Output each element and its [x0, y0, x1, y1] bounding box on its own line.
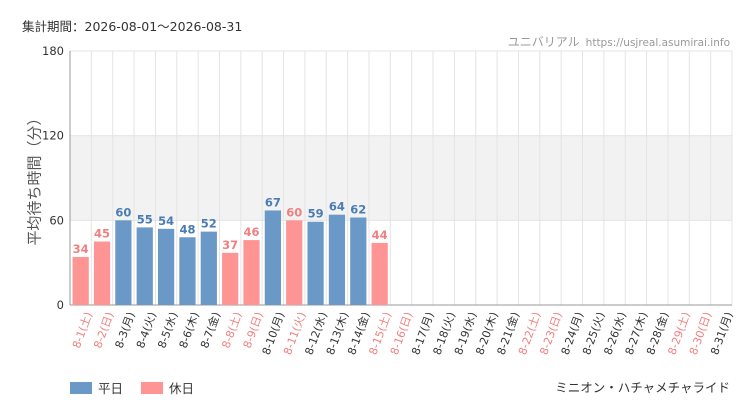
legend-swatch-weekday [70, 381, 92, 394]
bar [179, 237, 196, 305]
legend-label-holiday: 休日 [169, 381, 195, 396]
source-credit: ユニバリアル https://usjreal.asumirai.info [508, 33, 730, 50]
data-label: 54 [158, 214, 174, 228]
bar [72, 257, 89, 305]
data-label: 34 [73, 242, 89, 256]
bar [371, 242, 388, 305]
bar [157, 228, 175, 305]
data-label: 60 [286, 205, 302, 219]
bar [350, 217, 367, 305]
data-label: 60 [115, 205, 131, 219]
data-label: 37 [222, 238, 238, 252]
data-label: 52 [201, 217, 217, 231]
legend-item-weekday: 平日 [70, 378, 123, 397]
data-label: 67 [265, 195, 281, 209]
legend-label-weekday: 平日 [98, 381, 124, 396]
bar [328, 214, 346, 305]
y-tick-label: 180 [42, 44, 64, 58]
data-label: 45 [94, 227, 110, 241]
y-tick-label: 0 [57, 298, 64, 312]
legend-swatch-holiday [141, 381, 164, 394]
bar [243, 240, 260, 305]
bar [222, 252, 239, 305]
legend: 平日 休日 [70, 378, 212, 397]
y-band [70, 135, 732, 221]
attraction-name: ミニオン・ハチャメチャライド [555, 380, 730, 395]
bar [307, 221, 324, 305]
period-label: 集計期間： [22, 19, 85, 34]
period-text: 集計期間：2026-08-01〜2026-08-31 [22, 16, 242, 35]
data-label: 44 [372, 228, 388, 242]
data-label: 46 [244, 225, 260, 239]
data-label: 59 [308, 207, 324, 221]
data-label: 48 [179, 222, 195, 236]
bar [264, 210, 281, 305]
legend-item-holiday: 休日 [141, 378, 194, 397]
bar [115, 220, 132, 305]
y-tick-label: 60 [49, 213, 64, 227]
data-label: 55 [137, 212, 153, 226]
bar [200, 231, 217, 305]
source-name: ユニバリアル [507, 35, 580, 49]
data-label: 64 [329, 200, 345, 214]
period-range: 2026-08-01〜2026-08-31 [84, 19, 243, 34]
bar [286, 220, 303, 305]
data-label: 62 [350, 203, 366, 217]
y-tick-label: 120 [42, 129, 64, 143]
bar [93, 241, 111, 305]
bar [136, 227, 153, 305]
source-site: https://usjreal.asumirai.info [585, 37, 730, 49]
